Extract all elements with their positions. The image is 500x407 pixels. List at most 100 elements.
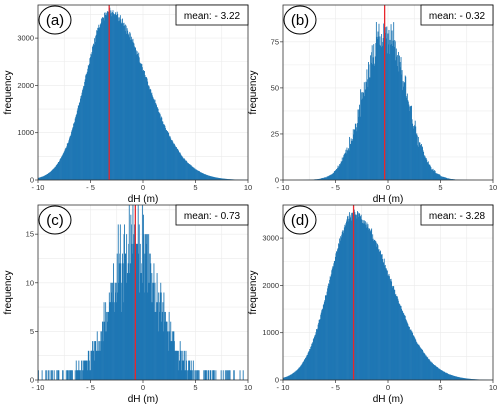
histogram-bar xyxy=(385,27,387,180)
histogram-bar xyxy=(219,178,221,180)
histogram-bar xyxy=(381,34,383,180)
histogram-bar xyxy=(156,302,157,380)
histogram-bar xyxy=(328,283,330,380)
histogram-bar xyxy=(49,370,51,380)
histogram-bar xyxy=(83,85,85,180)
histogram-bar xyxy=(382,259,384,380)
histogram-bar xyxy=(148,282,150,380)
histogram-bar xyxy=(291,373,293,380)
histogram-bar xyxy=(380,47,382,181)
histogram-bar xyxy=(395,295,397,380)
panel-label: (a) xyxy=(46,12,64,29)
histogram-bar xyxy=(190,165,192,180)
histogram-bar xyxy=(296,370,298,380)
histogram-bar xyxy=(242,370,244,380)
histogram-bar xyxy=(447,373,449,380)
histogram-bar xyxy=(397,66,399,180)
histogram-bar xyxy=(162,124,164,180)
histogram-bar xyxy=(401,308,402,380)
histogram-bar xyxy=(76,113,78,180)
histogram-bar xyxy=(137,54,139,180)
histogram-bar xyxy=(166,321,167,380)
histogram-bar xyxy=(320,314,322,380)
histogram-bar xyxy=(445,372,447,380)
histogram-bar xyxy=(192,370,194,380)
histogram-bar xyxy=(418,345,420,380)
histogram-bar xyxy=(53,168,55,180)
histogram-bar xyxy=(109,302,111,380)
histogram-bar xyxy=(92,45,94,180)
histogram-bar xyxy=(334,170,336,180)
histogram-bar xyxy=(451,179,453,180)
histogram-bar xyxy=(68,370,70,380)
histogram-bar xyxy=(435,173,437,180)
histogram-bar xyxy=(116,302,118,380)
histogram-bar xyxy=(172,143,174,180)
histogram-bar xyxy=(220,178,222,180)
histogram-bar xyxy=(170,138,172,180)
histogram-bar xyxy=(426,356,428,380)
histogram-bar xyxy=(333,171,335,180)
histogram-bar xyxy=(357,123,358,180)
histogram-bar xyxy=(292,373,294,380)
histogram-bar xyxy=(206,174,208,180)
histogram-bar xyxy=(421,348,422,380)
histogram-bar xyxy=(422,150,424,180)
histogram-bar xyxy=(161,311,163,380)
histogram-bar xyxy=(311,343,313,380)
histogram-bar xyxy=(138,224,140,380)
histogram-bar xyxy=(425,355,427,380)
histogram-bar xyxy=(167,331,169,380)
histogram-bar xyxy=(357,212,359,380)
histogram-bar xyxy=(379,251,380,380)
histogram-bar xyxy=(186,370,188,380)
histogram-bar xyxy=(208,175,209,180)
histogram-bar xyxy=(360,99,362,180)
y-tick-label: 0 xyxy=(30,376,34,385)
histogram-bar xyxy=(142,282,144,380)
histogram-bar xyxy=(428,359,430,380)
histogram-bar xyxy=(97,27,99,180)
histogram-bar xyxy=(199,171,201,180)
histogram-bar xyxy=(178,360,180,380)
histogram-bar xyxy=(174,145,176,180)
histogram-bar xyxy=(450,374,452,380)
histogram-bar xyxy=(416,135,418,180)
histogram-bar xyxy=(172,331,174,380)
histogram-bar xyxy=(299,366,301,380)
histogram-bar xyxy=(104,331,106,380)
histogram-bar xyxy=(155,103,157,180)
histogram-bar xyxy=(134,46,135,180)
histogram-bar xyxy=(423,352,425,380)
histogram-bar xyxy=(401,70,403,180)
histogram-bar xyxy=(205,370,207,380)
histogram-bar xyxy=(299,367,301,380)
histogram-bar xyxy=(82,370,83,380)
histogram-bar xyxy=(208,175,210,180)
histogram-bar xyxy=(70,370,72,380)
histogram-bar xyxy=(430,166,431,180)
histogram-bar xyxy=(165,311,166,380)
histogram-bar xyxy=(390,278,392,380)
histogram-bar xyxy=(367,79,368,180)
histogram-bar xyxy=(355,123,357,180)
histogram-bar xyxy=(368,64,370,180)
histogram-bar xyxy=(211,176,213,180)
histogram-bar xyxy=(74,118,76,180)
histogram-bar xyxy=(178,152,180,180)
histogram-bar xyxy=(196,370,198,380)
histogram-bar xyxy=(137,205,139,380)
histogram-bar xyxy=(365,82,367,180)
histogram-bar xyxy=(300,365,302,380)
histogram-bar xyxy=(341,157,343,180)
histogram-bar xyxy=(420,144,421,180)
histogram-bar xyxy=(210,176,212,180)
histogram-bar xyxy=(339,164,341,180)
histogram-bar xyxy=(197,170,199,180)
x-tick-label: 5 xyxy=(193,183,197,192)
histogram-bar xyxy=(155,311,157,380)
histogram-bar xyxy=(67,370,69,380)
histogram-bar xyxy=(376,36,378,180)
histogram-bar xyxy=(367,86,369,180)
histogram-bar xyxy=(160,116,162,180)
